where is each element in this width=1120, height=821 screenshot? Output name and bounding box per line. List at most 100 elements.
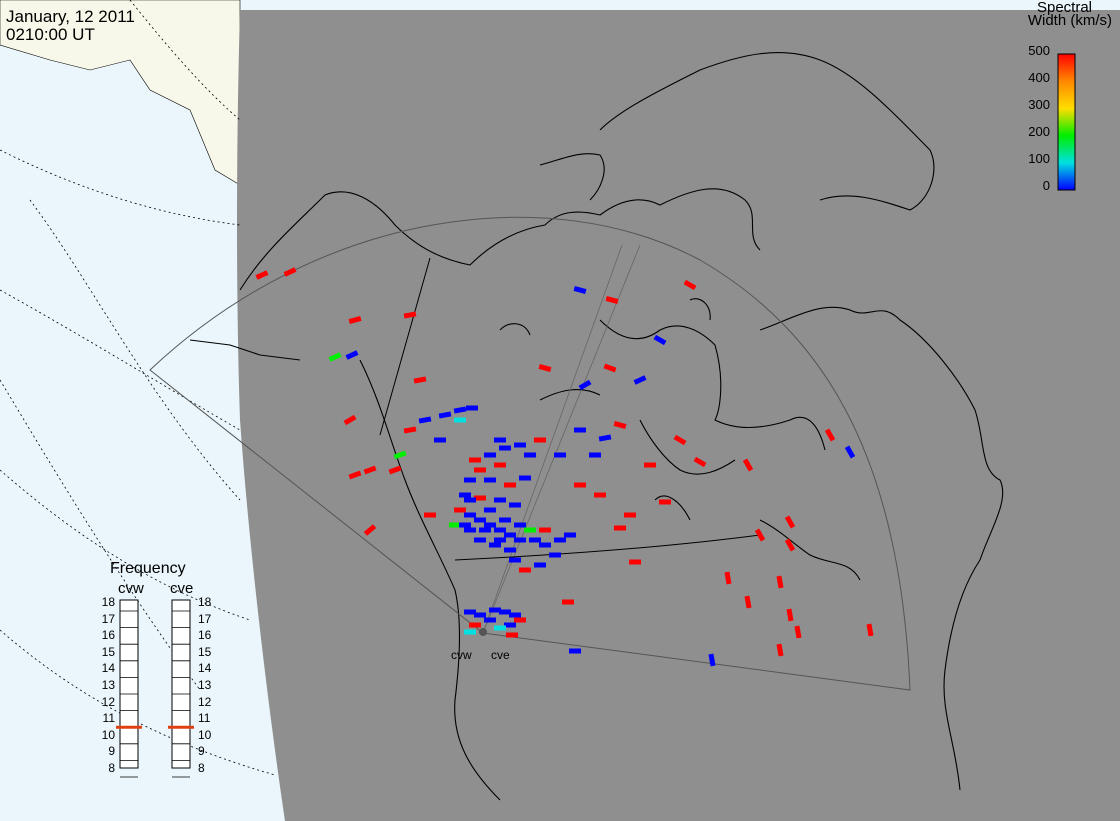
echo-cell [424, 512, 436, 518]
echo-cell [459, 522, 471, 528]
echo-cell [474, 612, 486, 618]
echo-cell [514, 522, 526, 528]
frequency-level-label: 10 [101, 727, 115, 742]
echo-cell [494, 462, 506, 468]
echo-cell [614, 525, 626, 531]
echo-cell [449, 522, 461, 528]
echo-cell [534, 437, 546, 443]
echo-cell [393, 450, 407, 460]
frequency-level-label: 14 [198, 661, 212, 676]
echo-cell [866, 623, 874, 637]
frequency-level-label: 13 [198, 678, 212, 692]
date-label: January, 12 2011 [6, 7, 135, 26]
echo-cell [754, 528, 766, 542]
echo-cell [629, 559, 641, 565]
echo-cell [514, 537, 526, 543]
echo-cell [633, 375, 647, 385]
echo-cell [484, 477, 496, 483]
echo-cell [474, 517, 486, 523]
echo-cell [784, 515, 796, 529]
echo-cell [484, 507, 496, 513]
echo-cell [466, 405, 478, 411]
echo-cell [539, 527, 551, 533]
frequency-level-label: 10 [198, 727, 212, 742]
echo-cell [683, 279, 697, 291]
echo-cell [464, 609, 476, 615]
echo-cell [824, 428, 836, 442]
frequency-radar-name: cve [170, 580, 194, 597]
echo-cell [693, 456, 707, 468]
echo-cell [574, 427, 586, 433]
echo-cell [499, 445, 511, 451]
echo-cell [345, 350, 359, 360]
echo-cell [708, 653, 716, 667]
boundaries [379, 257, 761, 561]
echo-cell [504, 622, 516, 628]
echo-cell [519, 567, 531, 573]
echo-cell [413, 376, 427, 384]
echo-cell [744, 595, 752, 609]
echo-cell [363, 524, 377, 536]
frequency-level-label: 16 [198, 628, 212, 643]
echo-cell [529, 537, 541, 543]
echo-cell [574, 482, 586, 488]
echo-cell [504, 482, 516, 488]
frequency-level-label: 15 [101, 644, 115, 659]
echo-cell [474, 467, 486, 473]
echo-cell [489, 542, 501, 548]
echo-cell [494, 497, 506, 503]
colorbar-tick: 200 [1028, 124, 1050, 139]
echo-cell [784, 538, 796, 552]
echo-cell [283, 267, 297, 277]
echo-cell [539, 542, 551, 548]
frequency-level-label: 17 [101, 611, 115, 626]
colorbar-title-line1: Spectral [1036, 0, 1092, 16]
echo-cell [742, 458, 754, 472]
echo-cell [524, 527, 536, 533]
echo-cell [403, 311, 417, 319]
frequency-level-label: 18 [101, 595, 115, 609]
echo-cell [418, 416, 432, 424]
echo-cell [594, 492, 606, 498]
echo-cell [605, 296, 619, 304]
echo-cell [494, 437, 506, 443]
frequency-ticks [116, 610, 194, 778]
frequency-level-label: 17 [198, 611, 212, 626]
echo-cell [549, 552, 561, 558]
echo-cell [569, 648, 581, 654]
echo-cell [484, 617, 496, 623]
frequency-level-label: 8 [108, 761, 115, 775]
echo-cell [653, 334, 667, 346]
echo-cell [564, 532, 576, 538]
frequency-level-label: 9 [198, 744, 205, 759]
frequency-level-label: 16 [101, 628, 115, 643]
echo-cell [464, 512, 476, 518]
frequency-title: Frequency [110, 560, 186, 577]
echo-cell [506, 632, 518, 638]
colorbar-tick: 400 [1028, 70, 1050, 85]
echo-cell [348, 316, 362, 324]
beam-boundary [482, 244, 623, 634]
echo-cell [659, 499, 671, 505]
echo-cell [776, 643, 784, 657]
echo-cell [499, 517, 511, 523]
echo-cell [255, 270, 269, 280]
colorbar-title-line2: Width (km/s) [1027, 12, 1112, 29]
echo-cell [844, 445, 856, 459]
echo-cell [484, 522, 496, 528]
radar-site-label: cvw [451, 648, 472, 662]
echo-cell [504, 532, 516, 538]
frequency-level-label: 15 [198, 644, 212, 659]
echo-cell [469, 457, 481, 463]
echo-cell [363, 465, 377, 475]
echo-cell [514, 442, 526, 448]
echo-cell [474, 537, 486, 543]
frequency-level-label: 11 [198, 711, 211, 726]
echo-cell [573, 286, 587, 294]
echo-cell [464, 497, 476, 503]
echo-cell [534, 562, 546, 568]
echo-cell [494, 527, 506, 533]
frequency-level-label: 9 [108, 744, 115, 759]
echo-cell [562, 599, 574, 605]
echo-cell [464, 477, 476, 483]
